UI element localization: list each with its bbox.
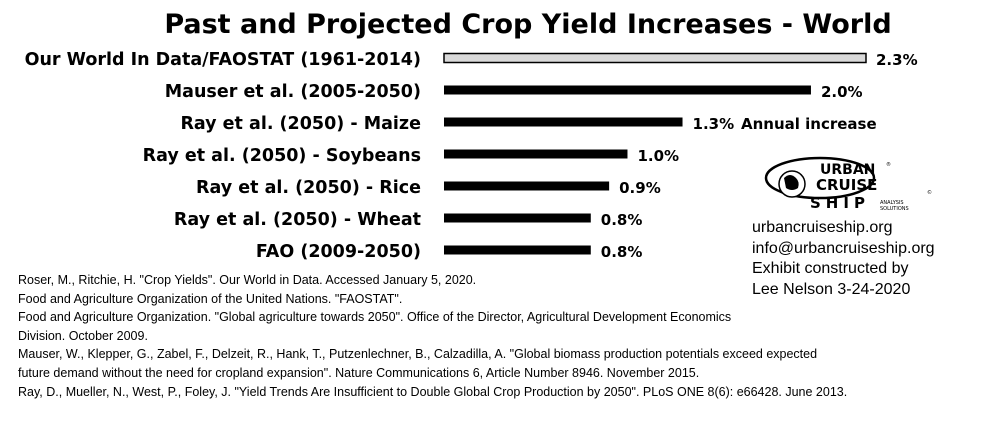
reference-line: Division. October 2009. bbox=[18, 328, 148, 343]
bar bbox=[444, 149, 628, 159]
credit-line-1: Exhibit constructed by bbox=[752, 260, 909, 277]
reference-line: future demand without the need for cropl… bbox=[18, 365, 700, 380]
reference-line: Ray, D., Mueller, N., West, P., Foley, J… bbox=[18, 384, 848, 399]
reference-line: Food and Agriculture Organization of the… bbox=[18, 291, 403, 306]
bar-chart: Past and Projected Crop Yield Increases … bbox=[25, 9, 918, 262]
bar bbox=[444, 85, 811, 95]
bars-group: Our World In Data/FAOSTAT (1961-2014) 2.3… bbox=[25, 50, 918, 262]
svg-text:®: ® bbox=[886, 161, 891, 168]
website-link[interactable]: urbancruiseship.org bbox=[752, 219, 893, 236]
svg-text:ANALYSIS: ANALYSIS bbox=[880, 200, 904, 206]
references: Roser, M., Ritchie, H. "Crop Yields". Ou… bbox=[18, 271, 978, 401]
data-label: 0.8% bbox=[601, 211, 643, 229]
data-label: 0.8% bbox=[601, 243, 643, 261]
bar bbox=[444, 181, 610, 191]
reference-line: Roser, M., Ritchie, H. "Crop Yields". Ou… bbox=[18, 273, 477, 287]
reference-line: Mauser, W., Klepper, G., Zabel, F., Delz… bbox=[18, 347, 818, 362]
contact-info: urbancruiseship.org info@urbancruiseship… bbox=[752, 218, 935, 300]
category-label: Mauser et al. (2005-2050) bbox=[165, 82, 421, 102]
bar bbox=[443, 52, 867, 64]
svg-text:SOLUTIONS: SOLUTIONS bbox=[880, 206, 909, 212]
data-label: 2.3% bbox=[876, 51, 918, 69]
category-label: Our World In Data/FAOSTAT (1961-2014) bbox=[25, 50, 421, 70]
bar bbox=[444, 213, 591, 223]
svg-text:©: © bbox=[927, 189, 932, 196]
urban-cruise-ship-logo: URBAN ® CRUISE SHIP ANALYSIS SOLUTIONS © bbox=[764, 156, 932, 212]
svg-text:SHIP: SHIP bbox=[810, 194, 870, 212]
svg-text:CRUISE: CRUISE bbox=[816, 176, 877, 194]
category-label: Ray et al. (2050) - Rice bbox=[196, 178, 421, 198]
annual-increase-annotation: Annual increase bbox=[741, 115, 877, 133]
data-label: 0.9% bbox=[619, 179, 661, 197]
bar bbox=[444, 245, 591, 255]
email-link[interactable]: info@urbancruiseship.org bbox=[752, 239, 935, 257]
reference-line: Food and Agriculture Organization. "Glob… bbox=[18, 310, 732, 325]
category-label: Ray et al. (2050) - Maize bbox=[180, 114, 421, 134]
category-label: Ray et al. (2050) - Soybeans bbox=[143, 146, 421, 166]
data-label: 2.0% bbox=[821, 83, 863, 101]
chart-title: Past and Projected Crop Yield Increases … bbox=[164, 9, 891, 40]
bar bbox=[444, 117, 683, 127]
svg-text:URBAN: URBAN bbox=[820, 162, 875, 178]
category-label: Ray et al. (2050) - Wheat bbox=[174, 210, 421, 230]
data-label: 1.3% bbox=[693, 115, 735, 133]
data-label: 1.0% bbox=[637, 147, 679, 165]
credit-line-2: Lee Nelson 3-24-2020 bbox=[752, 280, 911, 298]
category-label: FAO (2009-2050) bbox=[256, 242, 421, 262]
